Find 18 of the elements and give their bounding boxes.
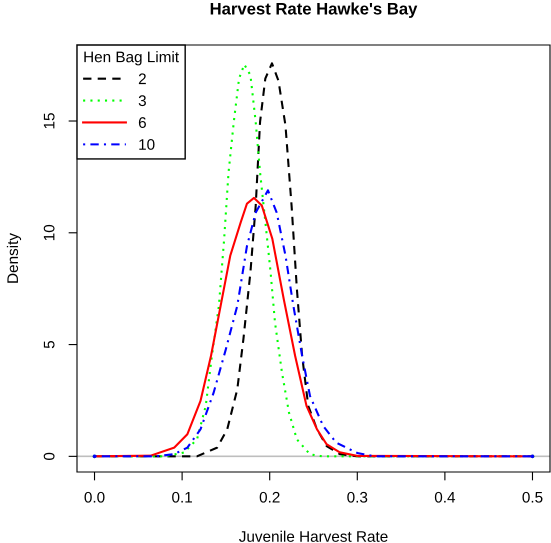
x-tick-label: 0.4 bbox=[434, 492, 456, 503]
x-tick-label: 0.2 bbox=[260, 492, 280, 503]
x-tick-label: 0.3 bbox=[347, 492, 368, 503]
y-tick-label: 15 bbox=[44, 113, 55, 128]
chart-title: Harvest Rate Hawke's Bay bbox=[210, 2, 418, 18]
x-axis-title: Juvenile Harvest Rate bbox=[239, 530, 388, 542]
legend-title: Hen Bag Limit bbox=[84, 51, 179, 66]
x-tick-label: 0.1 bbox=[172, 492, 192, 503]
y-tick-label: 10 bbox=[44, 224, 55, 240]
y-axis-title: Density bbox=[6, 233, 22, 283]
x-tick-label: 0.0 bbox=[84, 492, 105, 503]
legend-label: 2 bbox=[138, 73, 146, 84]
legend-label: 10 bbox=[139, 139, 155, 150]
y-tick-label: 5 bbox=[44, 340, 55, 348]
legend-label: 6 bbox=[138, 117, 146, 128]
legend-label: 3 bbox=[138, 95, 146, 106]
x-tick-label: 0.5 bbox=[522, 492, 542, 503]
y-tick-label: 0 bbox=[44, 452, 55, 460]
